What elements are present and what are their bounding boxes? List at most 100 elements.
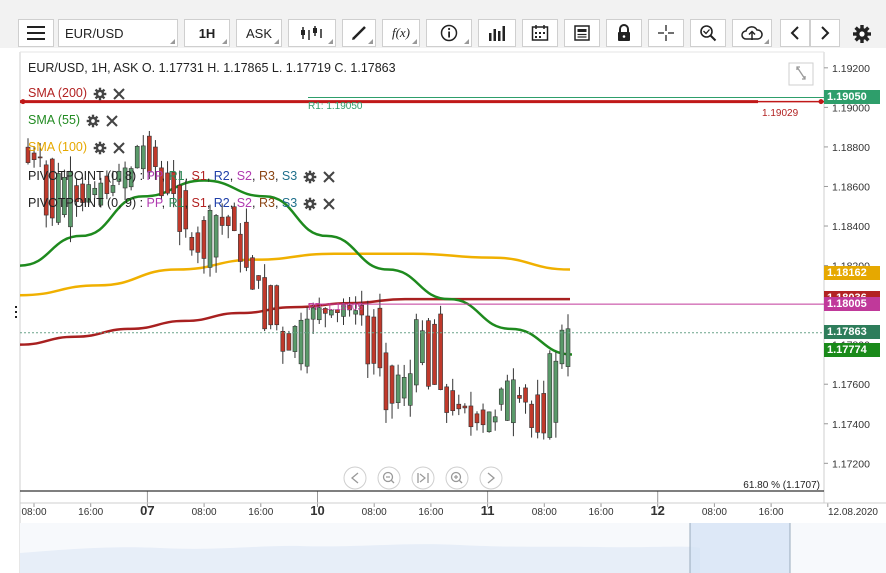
candle xyxy=(122,161,128,200)
candle xyxy=(498,387,504,411)
close-icon[interactable] xyxy=(323,170,335,183)
calendar-button[interactable] xyxy=(522,19,558,47)
indicator-legend: SMA (200) xyxy=(28,86,125,101)
fit-icon xyxy=(417,473,429,483)
forward-button[interactable] xyxy=(810,19,840,47)
pivot-item: S3 xyxy=(281,169,298,183)
line-anchor[interactable] xyxy=(20,99,26,105)
candle xyxy=(365,300,371,378)
candle xyxy=(450,378,456,416)
candle xyxy=(62,169,67,218)
draw-tool-button[interactable] xyxy=(342,19,376,47)
candle xyxy=(414,313,419,393)
scroll-left-button[interactable] xyxy=(343,466,367,490)
candle xyxy=(238,223,243,273)
candle xyxy=(56,162,61,225)
pivot-item: PP xyxy=(146,169,162,183)
cloud-upload-icon xyxy=(741,26,763,40)
candle xyxy=(244,208,249,272)
pivot-item: R3 xyxy=(258,196,275,210)
candle xyxy=(353,296,358,325)
chevron-right-icon xyxy=(487,472,496,484)
indicator-label: SMA (200) xyxy=(28,86,88,100)
gear-icon[interactable] xyxy=(93,141,107,155)
candle xyxy=(213,214,219,273)
crosshair-button[interactable] xyxy=(648,19,684,47)
line-anchor[interactable] xyxy=(818,99,824,105)
gear-icon[interactable] xyxy=(303,170,317,184)
candle xyxy=(553,351,559,438)
close-icon[interactable] xyxy=(113,141,125,154)
gear-icon[interactable] xyxy=(93,87,107,101)
candle xyxy=(310,302,316,334)
symbol-input[interactable]: EUR/USD xyxy=(58,19,178,47)
candle xyxy=(535,379,540,439)
candle xyxy=(426,318,431,390)
candle xyxy=(25,138,31,165)
pivot-legend: PIVOTPOINT (0, 8) : PP, R1, S1, R2, S2, … xyxy=(28,169,335,184)
price-label: 1.18162 xyxy=(824,266,880,281)
candle xyxy=(511,368,516,437)
news-button[interactable] xyxy=(564,19,600,47)
candles xyxy=(25,130,571,440)
candle xyxy=(68,156,73,243)
info-button[interactable] xyxy=(426,19,472,47)
close-icon[interactable] xyxy=(113,87,125,100)
y-tick-label: 1.17400 xyxy=(832,419,870,431)
sma200-line[interactable] xyxy=(19,297,570,346)
scroll-right-button[interactable] xyxy=(479,466,503,490)
timeframe-label: 1H xyxy=(198,25,216,41)
navigator[interactable] xyxy=(20,523,886,573)
candle xyxy=(31,145,37,168)
candle xyxy=(177,170,182,246)
volume-button[interactable] xyxy=(478,19,516,47)
side-label: ASK xyxy=(245,25,272,41)
x-tick-label: 11 xyxy=(481,503,495,518)
expand-button[interactable] xyxy=(788,62,814,86)
pencil-icon xyxy=(352,26,366,40)
candle xyxy=(128,166,134,191)
candle xyxy=(420,320,425,366)
gear-icon[interactable] xyxy=(303,197,317,211)
zoom-out-button[interactable] xyxy=(377,466,401,490)
back-button[interactable] xyxy=(780,19,810,47)
indicator-lines xyxy=(19,179,573,356)
candle xyxy=(505,374,510,421)
candle xyxy=(347,297,352,317)
pp-line-label: PP: 1.18005 xyxy=(308,302,363,313)
candle xyxy=(565,314,571,377)
indicator-label: SMA (100) xyxy=(28,140,88,154)
calendar-icon xyxy=(531,25,549,41)
price-chart[interactable]: 1.192001.190001.188001.186001.184001.182… xyxy=(0,48,886,573)
expand-icon xyxy=(796,66,806,80)
info-icon xyxy=(440,24,458,42)
close-icon[interactable] xyxy=(106,114,118,127)
zoom-button[interactable] xyxy=(690,19,726,47)
lock-button[interactable] xyxy=(606,19,642,47)
x-tick-label: 10 xyxy=(310,503,324,518)
indicators-button[interactable]: f(x) xyxy=(382,19,420,47)
candle xyxy=(401,364,407,406)
chevron-left-icon xyxy=(790,26,799,40)
chart-header: EUR/USD, 1H, ASK O. 1.17731 H. 1.17865 L… xyxy=(28,61,396,75)
gear-icon[interactable] xyxy=(86,114,100,128)
cloud-upload-button[interactable] xyxy=(732,19,772,47)
candle xyxy=(37,143,43,168)
sma100-line[interactable] xyxy=(19,252,571,297)
candle xyxy=(523,384,528,414)
chart-type-button[interactable] xyxy=(288,19,336,47)
side-select[interactable]: ASK xyxy=(236,19,282,47)
gear-icon xyxy=(853,25,871,43)
pivot-sep: : xyxy=(136,169,147,183)
settings-button[interactable] xyxy=(850,22,874,46)
fit-button[interactable] xyxy=(411,466,435,490)
drag-handle[interactable] xyxy=(15,306,17,318)
close-icon[interactable] xyxy=(323,197,335,210)
pivot-item: S3 xyxy=(281,196,298,210)
pivot-item: R1 xyxy=(168,196,185,210)
menu-button[interactable] xyxy=(18,19,54,47)
y-tick-label: 1.17200 xyxy=(832,458,870,470)
sma55-line[interactable] xyxy=(19,179,573,356)
timeframe-select[interactable]: 1H xyxy=(184,19,230,47)
zoom-in-button[interactable] xyxy=(445,466,469,490)
